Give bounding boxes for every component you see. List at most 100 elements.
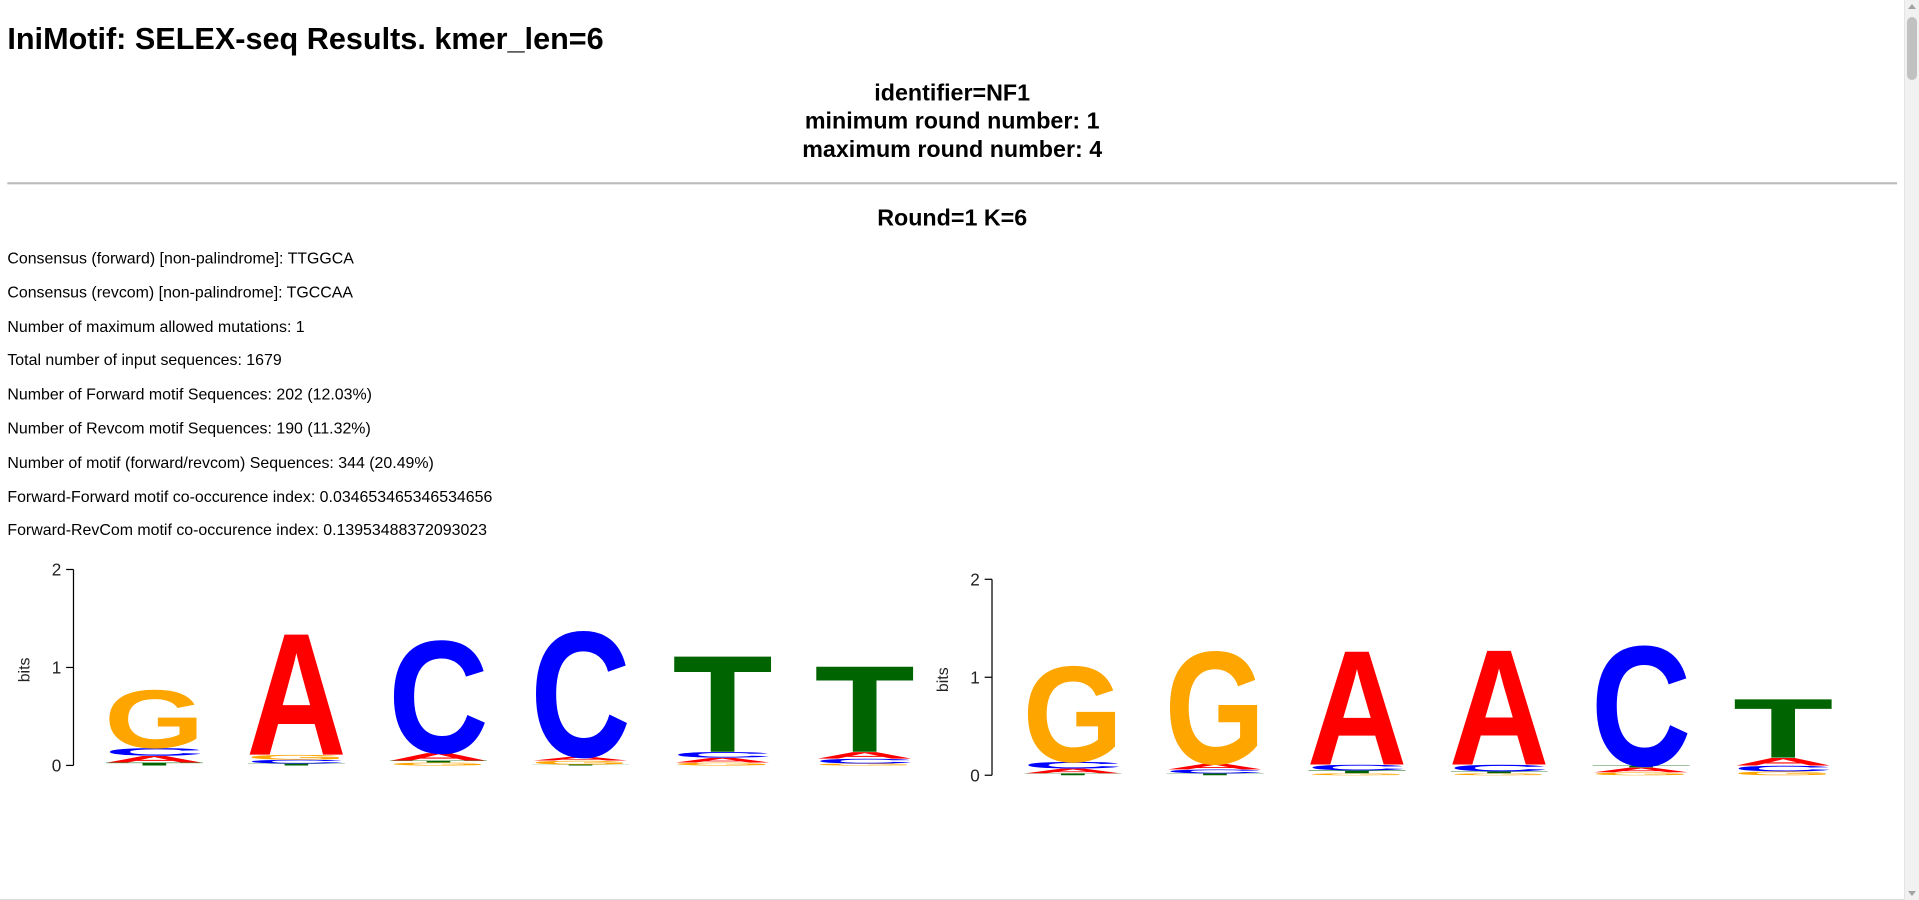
scroll-up-icon[interactable] <box>1908 4 1916 9</box>
page-title: IniMotif: SELEX-seq Results. kmer_len=6 <box>7 22 604 57</box>
svg-text:G: G <box>246 754 346 762</box>
y-axis-label: bits <box>16 658 33 683</box>
svg-text:C: C <box>388 608 488 788</box>
scroll-down-icon[interactable] <box>1908 891 1916 896</box>
logo-letter-G: G <box>530 760 630 766</box>
logo-letter-T: T <box>1307 770 1407 774</box>
svg-text:C: C <box>814 758 914 766</box>
svg-text:A: A <box>1165 762 1265 771</box>
logo-letter-G: G <box>1165 618 1265 798</box>
stat-consensus-forward: Consensus (forward) [non-palindrome]: TT… <box>7 248 354 267</box>
logo-letter-G: G <box>104 673 204 766</box>
svg-text:T: T <box>1733 682 1833 776</box>
logo-letter-G: G <box>1591 772 1691 776</box>
logo-letter-G: G <box>388 762 488 766</box>
svg-text:T: T <box>530 764 630 765</box>
svg-text:A: A <box>814 750 914 760</box>
logo-letter-C: C <box>1165 769 1265 775</box>
logo-letter-G: G <box>1733 771 1833 777</box>
svg-text:C: C <box>1023 760 1123 770</box>
svg-text:T: T <box>814 641 914 779</box>
svg-text:G: G <box>388 762 488 766</box>
logo-letter-C: C <box>1023 760 1123 770</box>
svg-text:G: G <box>1449 773 1549 776</box>
y-tick-label: 0 <box>970 766 980 786</box>
svg-text:G: G <box>1023 637 1123 791</box>
logo-letter-T: T <box>814 641 914 779</box>
logo-letter-C: C <box>530 594 630 795</box>
logo-letter-C: C <box>246 759 346 765</box>
svg-text:A: A <box>1733 756 1833 768</box>
svg-text:A: A <box>1023 767 1123 775</box>
logo-letter-T: T <box>1733 682 1833 776</box>
svg-text:C: C <box>1165 769 1265 775</box>
page: IniMotif: SELEX-seq Results. kmer_len=6 … <box>7 22 1904 802</box>
stat-max-mutations: Number of maximum allowed mutations: 1 <box>7 316 305 336</box>
svg-text:A: A <box>246 597 346 791</box>
svg-text:T: T <box>1023 773 1123 776</box>
logo-letter-A: A <box>1023 767 1123 775</box>
run-header: identifier=NF1 minimum round number: 1 m… <box>7 80 1897 165</box>
identifier-label: identifier=NF1 <box>874 80 1031 107</box>
round-heading: Round=1 K=6 <box>877 205 1028 232</box>
svg-text:C: C <box>530 594 630 795</box>
logo-letter-G: G <box>1449 773 1549 776</box>
logo-letter-C: C <box>1591 610 1691 802</box>
logo-letter-G: G <box>672 762 772 766</box>
stat-combined-motif: Number of motif (forward/revcom) Sequenc… <box>7 452 434 472</box>
svg-text:G: G <box>1591 772 1691 776</box>
svg-text:G: G <box>104 673 204 766</box>
logo-letter-A: A <box>246 597 346 791</box>
stat-revcom-motif: Number of Revcom motif Sequences: 190 (1… <box>7 418 371 438</box>
logo-letter-T: T <box>1449 771 1549 774</box>
svg-text:A: A <box>388 751 488 763</box>
svg-text:G: G <box>530 760 630 766</box>
logo-letter-A: A <box>1449 615 1549 800</box>
svg-text:A: A <box>1449 615 1549 800</box>
logo-letter-C: C <box>672 751 772 760</box>
svg-text:T: T <box>104 762 204 766</box>
svg-text:C: C <box>1591 610 1691 802</box>
svg-text:A: A <box>530 756 630 762</box>
svg-text:A: A <box>104 754 204 764</box>
min-round-label: minimum round number: 1 <box>804 108 1100 135</box>
logo-letter-T: T <box>104 762 204 766</box>
logo-letter-G: G <box>1307 773 1407 776</box>
logo-letter-C: C <box>1733 764 1833 773</box>
logo-letter-A: A <box>1733 756 1833 768</box>
page-content: IniMotif: SELEX-seq Results. kmer_len=6 … <box>7 22 1904 802</box>
stat-fr-cooccurrence: Forward-RevCom motif co-occurence index:… <box>7 520 488 540</box>
y-axis-label: bits <box>935 668 952 693</box>
svg-text:A: A <box>1591 766 1691 774</box>
logo-letter-C: C <box>1307 763 1407 772</box>
logo-letter-T: T <box>246 763 346 766</box>
vertical-scrollbar[interactable] <box>1904 0 1919 900</box>
stat-ff-cooccurrence: Forward-Forward motif co-occurence index… <box>7 486 493 506</box>
logo-letter-G: G <box>814 763 914 766</box>
logo-letter-T: T <box>1023 773 1123 776</box>
logo-letter-A: A <box>530 756 630 762</box>
logo-letter-A: A <box>814 750 914 760</box>
svg-text:G: G <box>672 762 772 766</box>
round-stats: Consensus (forward) [non-palindrome]: TT… <box>7 249 1904 541</box>
logo-letter-T: T <box>672 627 772 782</box>
logo-letter-A: A <box>104 754 204 764</box>
svg-text:C: C <box>1449 763 1549 773</box>
logo-letter-C: C <box>814 758 914 766</box>
y-tick-label: 1 <box>52 658 62 678</box>
svg-text:A: A <box>672 757 772 765</box>
logo-letter-T: T <box>1591 765 1691 768</box>
svg-text:T: T <box>388 760 488 763</box>
logo-letter-T: T <box>1165 773 1265 776</box>
logo-letter-A: A <box>672 757 772 765</box>
logo-letter-A: A <box>1591 766 1691 774</box>
svg-text:C: C <box>104 746 204 758</box>
logo-letter-T: T <box>530 764 630 765</box>
scrollbar-thumb[interactable] <box>1907 17 1917 80</box>
svg-text:T: T <box>1165 773 1265 776</box>
logo-letter-C: C <box>104 746 204 758</box>
logo-letter-G: G <box>1023 637 1123 791</box>
svg-text:C: C <box>1733 764 1833 773</box>
y-tick-label: 0 <box>52 756 62 776</box>
